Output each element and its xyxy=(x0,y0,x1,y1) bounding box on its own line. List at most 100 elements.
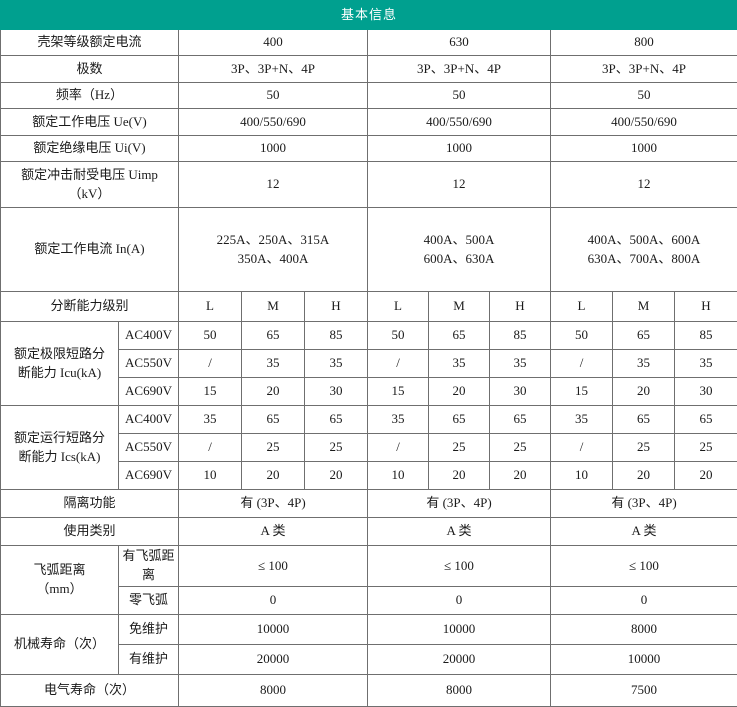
table-row-ics-ac690v: AC690V 10 20 20 10 20 20 10 20 20 xyxy=(1,461,737,491)
row-label-ics-line1: 额定运行短路分 xyxy=(13,429,105,445)
cell-ics-ac550v-g2-L: / xyxy=(367,433,429,463)
cell-icu-ac550v-g2-M: 35 xyxy=(428,349,490,379)
table-row-ics-ac400v: 额定运行短路分 断能力 Ics(kA) AC400V 35 65 65 35 6… xyxy=(0,405,737,491)
table-row-frequency: 频率（Hz） 50 50 50 xyxy=(0,81,737,110)
cell-arc-distance-zero-1: 0 xyxy=(178,586,368,615)
table-row-in: 额定工作电流 In(A) 225A、250A、315A 350A、400A 40… xyxy=(0,207,737,293)
cell-ics-ac400v-g1-H: 65 xyxy=(304,405,368,435)
cell-icu-ac400v-g3-H: 85 xyxy=(674,321,737,351)
subheader-g1-H: H xyxy=(304,291,368,323)
table-row-mech-life-maintenance-free: 机械寿命（次） 免维护 10000 10000 8000 xyxy=(0,614,737,675)
page-title: 基本信息 xyxy=(0,0,737,30)
cell-ics-ac690v-g2-M: 20 xyxy=(428,461,490,491)
cell-frame-current-630: 630 xyxy=(367,28,551,57)
cell-icu-ac400v-g2-H: 85 xyxy=(489,321,551,351)
cell-ui-2: 1000 xyxy=(367,134,551,163)
cell-mech-life-free-1: 10000 xyxy=(178,614,368,645)
table-row-ue: 额定工作电压 Ue(V) 400/550/690 400/550/690 400… xyxy=(0,108,737,136)
table-row-ics-ac550v: AC550V / 25 25 / 25 25 / 25 25 xyxy=(1,433,737,463)
cell-ics-ac550v-g1-H: 25 xyxy=(304,433,368,463)
table-row-frame-current: 壳架等级额定电流 400 630 800 xyxy=(0,28,737,57)
table-row-arc-distance-with: 飞弧距离 （mm） 有飞弧距离 ≤ 100 ≤ 100 ≤ 100 xyxy=(0,545,737,615)
sublabel-icu-ac690v: AC690V xyxy=(118,377,179,407)
row-label-icu-line1: 额定极限短路分 xyxy=(13,345,105,361)
cell-ics-ac400v-g2-M: 65 xyxy=(428,405,490,435)
cell-mech-life-maintained-3: 10000 xyxy=(550,644,737,675)
cell-frame-current-400: 400 xyxy=(178,28,368,57)
cell-icu-ac690v-g2-L: 15 xyxy=(367,377,429,407)
row-label-poles: 极数 xyxy=(0,55,179,83)
cell-ui-1: 1000 xyxy=(178,134,368,163)
subheader-g2-H: H xyxy=(489,291,551,323)
sublabel-arc-distance-with: 有飞弧距离 xyxy=(118,545,179,587)
subheader-g3-M: M xyxy=(612,291,675,323)
table-row-breaking-class: 分断能力级别 L M H L M H L M H xyxy=(0,291,737,323)
sublabel-mech-life-maintained: 有维护 xyxy=(118,644,179,675)
cell-in-2-line2: 600A、630A xyxy=(423,250,495,266)
row-label-isolation: 隔离功能 xyxy=(0,489,179,519)
row-label-arc-distance: 飞弧距离 （mm） xyxy=(0,545,119,615)
cell-icu-ac550v-g2-H: 35 xyxy=(489,349,551,379)
row-label-uimp-line2: （kV） xyxy=(68,185,111,201)
table-row-mech-life-with-maintenance: 有维护 20000 20000 10000 xyxy=(1,644,737,675)
cell-icu-ac400v-g1-L: 50 xyxy=(178,321,242,351)
cell-icu-ac690v-g1-H: 30 xyxy=(304,377,368,407)
subheader-g3-H: H xyxy=(674,291,737,323)
table-row-icu-ac690v: AC690V 15 20 30 15 20 30 15 20 30 xyxy=(1,377,737,407)
row-label-icu: 额定极限短路分 断能力 Icu(kA) xyxy=(0,321,119,407)
cell-icu-ac400v-g2-M: 65 xyxy=(428,321,490,351)
row-label-ics: 额定运行短路分 断能力 Ics(kA) xyxy=(0,405,119,491)
table-row-icu-ac400v: 额定极限短路分 断能力 Icu(kA) AC400V 50 65 85 50 6… xyxy=(0,321,737,407)
row-label-mech-life: 机械寿命（次） xyxy=(0,614,119,675)
cell-in-3-line1: 400A、500A、600A xyxy=(587,231,701,247)
sublabel-mech-life-free: 免维护 xyxy=(118,614,179,645)
cell-frequency-3: 50 xyxy=(550,81,737,110)
cell-ics-ac550v-g2-M: 25 xyxy=(428,433,490,463)
cell-mech-life-maintained-1: 20000 xyxy=(178,644,368,675)
sublabel-ics-ac690v: AC690V xyxy=(118,461,179,491)
cell-icu-ac690v-g2-H: 30 xyxy=(489,377,551,407)
cell-in-2-line1: 400A、500A xyxy=(423,231,495,247)
cell-icu-ac690v-g2-M: 20 xyxy=(428,377,490,407)
cell-arc-distance-with-2: ≤ 100 xyxy=(367,545,551,587)
cell-elec-life-2: 8000 xyxy=(367,674,551,707)
cell-icu-ac550v-g3-M: 35 xyxy=(612,349,675,379)
sublabel-icu-ac550v: AC550V xyxy=(118,349,179,379)
cell-arc-distance-zero-3: 0 xyxy=(550,586,737,615)
cell-ics-ac690v-g3-L: 10 xyxy=(550,461,613,491)
cell-mech-life-maintained-2: 20000 xyxy=(367,644,551,675)
table-row-poles: 极数 3P、3P+N、4P 3P、3P+N、4P 3P、3P+N、4P xyxy=(0,55,737,83)
cell-elec-life-1: 8000 xyxy=(178,674,368,707)
cell-ics-ac400v-g2-H: 65 xyxy=(489,405,551,435)
cell-usage-type-1: A 类 xyxy=(178,517,368,547)
cell-ue-3: 400/550/690 xyxy=(550,108,737,136)
row-label-frequency: 频率（Hz） xyxy=(0,81,179,110)
subheader-g2-L: L xyxy=(367,291,429,323)
cell-ics-ac550v-g3-L: / xyxy=(550,433,613,463)
cell-frequency-2: 50 xyxy=(367,81,551,110)
table-row-isolation: 隔离功能 有 (3P、4P) 有 (3P、4P) 有 (3P、4P) xyxy=(0,489,737,519)
cell-arc-distance-with-1: ≤ 100 xyxy=(178,545,368,587)
cell-icu-ac400v-g3-L: 50 xyxy=(550,321,613,351)
row-label-uimp-line1: 额定冲击耐受电压 Uimp xyxy=(21,166,158,182)
sublabel-ics-ac400v: AC400V xyxy=(118,405,179,435)
row-label-uimp: 额定冲击耐受电压 Uimp （kV） xyxy=(0,161,179,209)
cell-frequency-1: 50 xyxy=(178,81,368,110)
row-label-ui: 额定绝缘电压 Ui(V) xyxy=(0,134,179,163)
table-row-uimp: 额定冲击耐受电压 Uimp （kV） 12 12 12 xyxy=(0,161,737,209)
cell-ue-1: 400/550/690 xyxy=(178,108,368,136)
cell-icu-ac690v-g1-L: 15 xyxy=(178,377,242,407)
cell-icu-ac690v-g3-M: 20 xyxy=(612,377,675,407)
cell-icu-ac550v-g3-H: 35 xyxy=(674,349,737,379)
cell-mech-life-free-3: 8000 xyxy=(550,614,737,645)
cell-in-1-line2: 350A、400A xyxy=(237,250,309,266)
cell-icu-ac550v-g2-L: / xyxy=(367,349,429,379)
cell-icu-ac550v-g1-L: / xyxy=(178,349,242,379)
cell-arc-distance-with-3: ≤ 100 xyxy=(550,545,737,587)
row-label-in: 额定工作电流 In(A) xyxy=(0,207,179,293)
cell-icu-ac690v-g3-H: 30 xyxy=(674,377,737,407)
table-row-ui: 额定绝缘电压 Ui(V) 1000 1000 1000 xyxy=(0,134,737,163)
cell-icu-ac400v-g2-L: 50 xyxy=(367,321,429,351)
cell-ics-ac400v-g3-H: 65 xyxy=(674,405,737,435)
